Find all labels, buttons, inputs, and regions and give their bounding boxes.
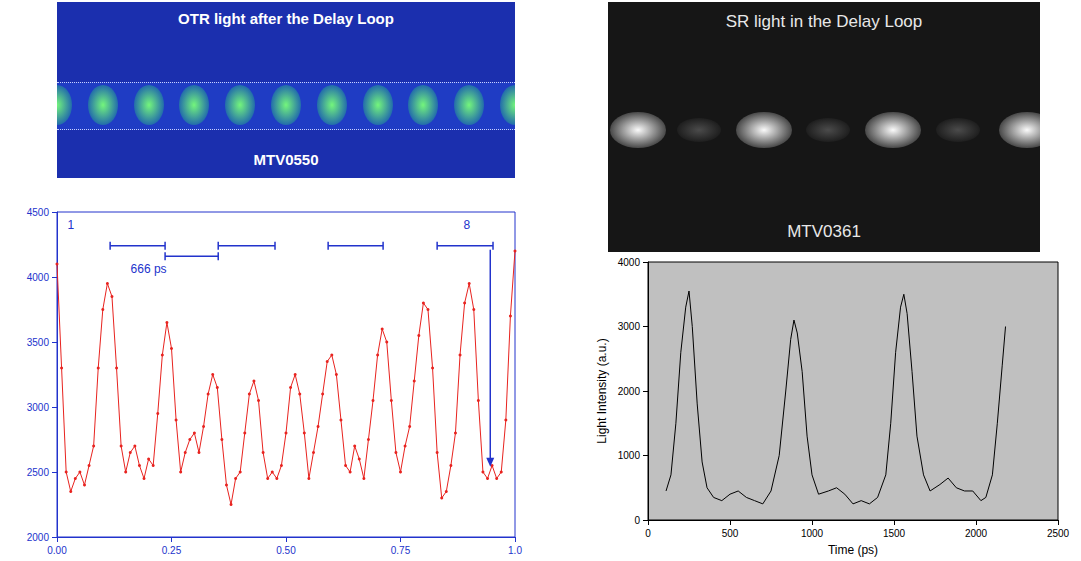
svg-text:0: 0 [645,528,651,539]
svg-text:4500: 4500 [27,207,50,218]
svg-text:0.50: 0.50 [276,545,296,556]
svg-text:1500: 1500 [883,528,906,539]
svg-text:2500: 2500 [27,467,50,478]
svg-text:1.0: 1.0 [508,545,522,556]
svg-text:2500: 2500 [1047,528,1070,539]
svg-text:1000: 1000 [618,450,641,461]
html-text:MTV0550: MTV0550 [253,151,319,168]
svg-text:1000: 1000 [801,528,824,539]
svg-text:2000: 2000 [618,386,641,397]
svg-text:2000: 2000 [965,528,988,539]
svg-text:0.00: 0.00 [47,545,67,556]
svg-text:0.25: 0.25 [162,545,182,556]
svg-text:4000: 4000 [618,257,641,268]
svg-text:3500: 3500 [27,337,50,348]
html-text:MTV0361: MTV0361 [787,222,861,241]
svg-text:2000: 2000 [27,532,50,543]
svg-text:500: 500 [722,528,739,539]
svg-text:1: 1 [67,218,74,232]
svg-text:3000: 3000 [27,402,50,413]
svg-text:0.75: 0.75 [391,545,411,556]
svg-text:8: 8 [464,218,471,232]
svg-text:666 ps: 666 ps [131,262,167,276]
svg-text:3000: 3000 [618,321,641,332]
svg-text:4000: 4000 [27,272,50,283]
svg-text:0: 0 [634,515,640,526]
html-text:OTR light after the Delay Loop: OTR light after the Delay Loop [178,10,394,27]
svg-text:Light Intensity (a.u.): Light Intensity (a.u.) [595,338,609,443]
svg-text:Time (ps): Time (ps) [828,543,878,557]
html-text:SR light in the Delay Loop: SR light in the Delay Loop [725,12,923,31]
